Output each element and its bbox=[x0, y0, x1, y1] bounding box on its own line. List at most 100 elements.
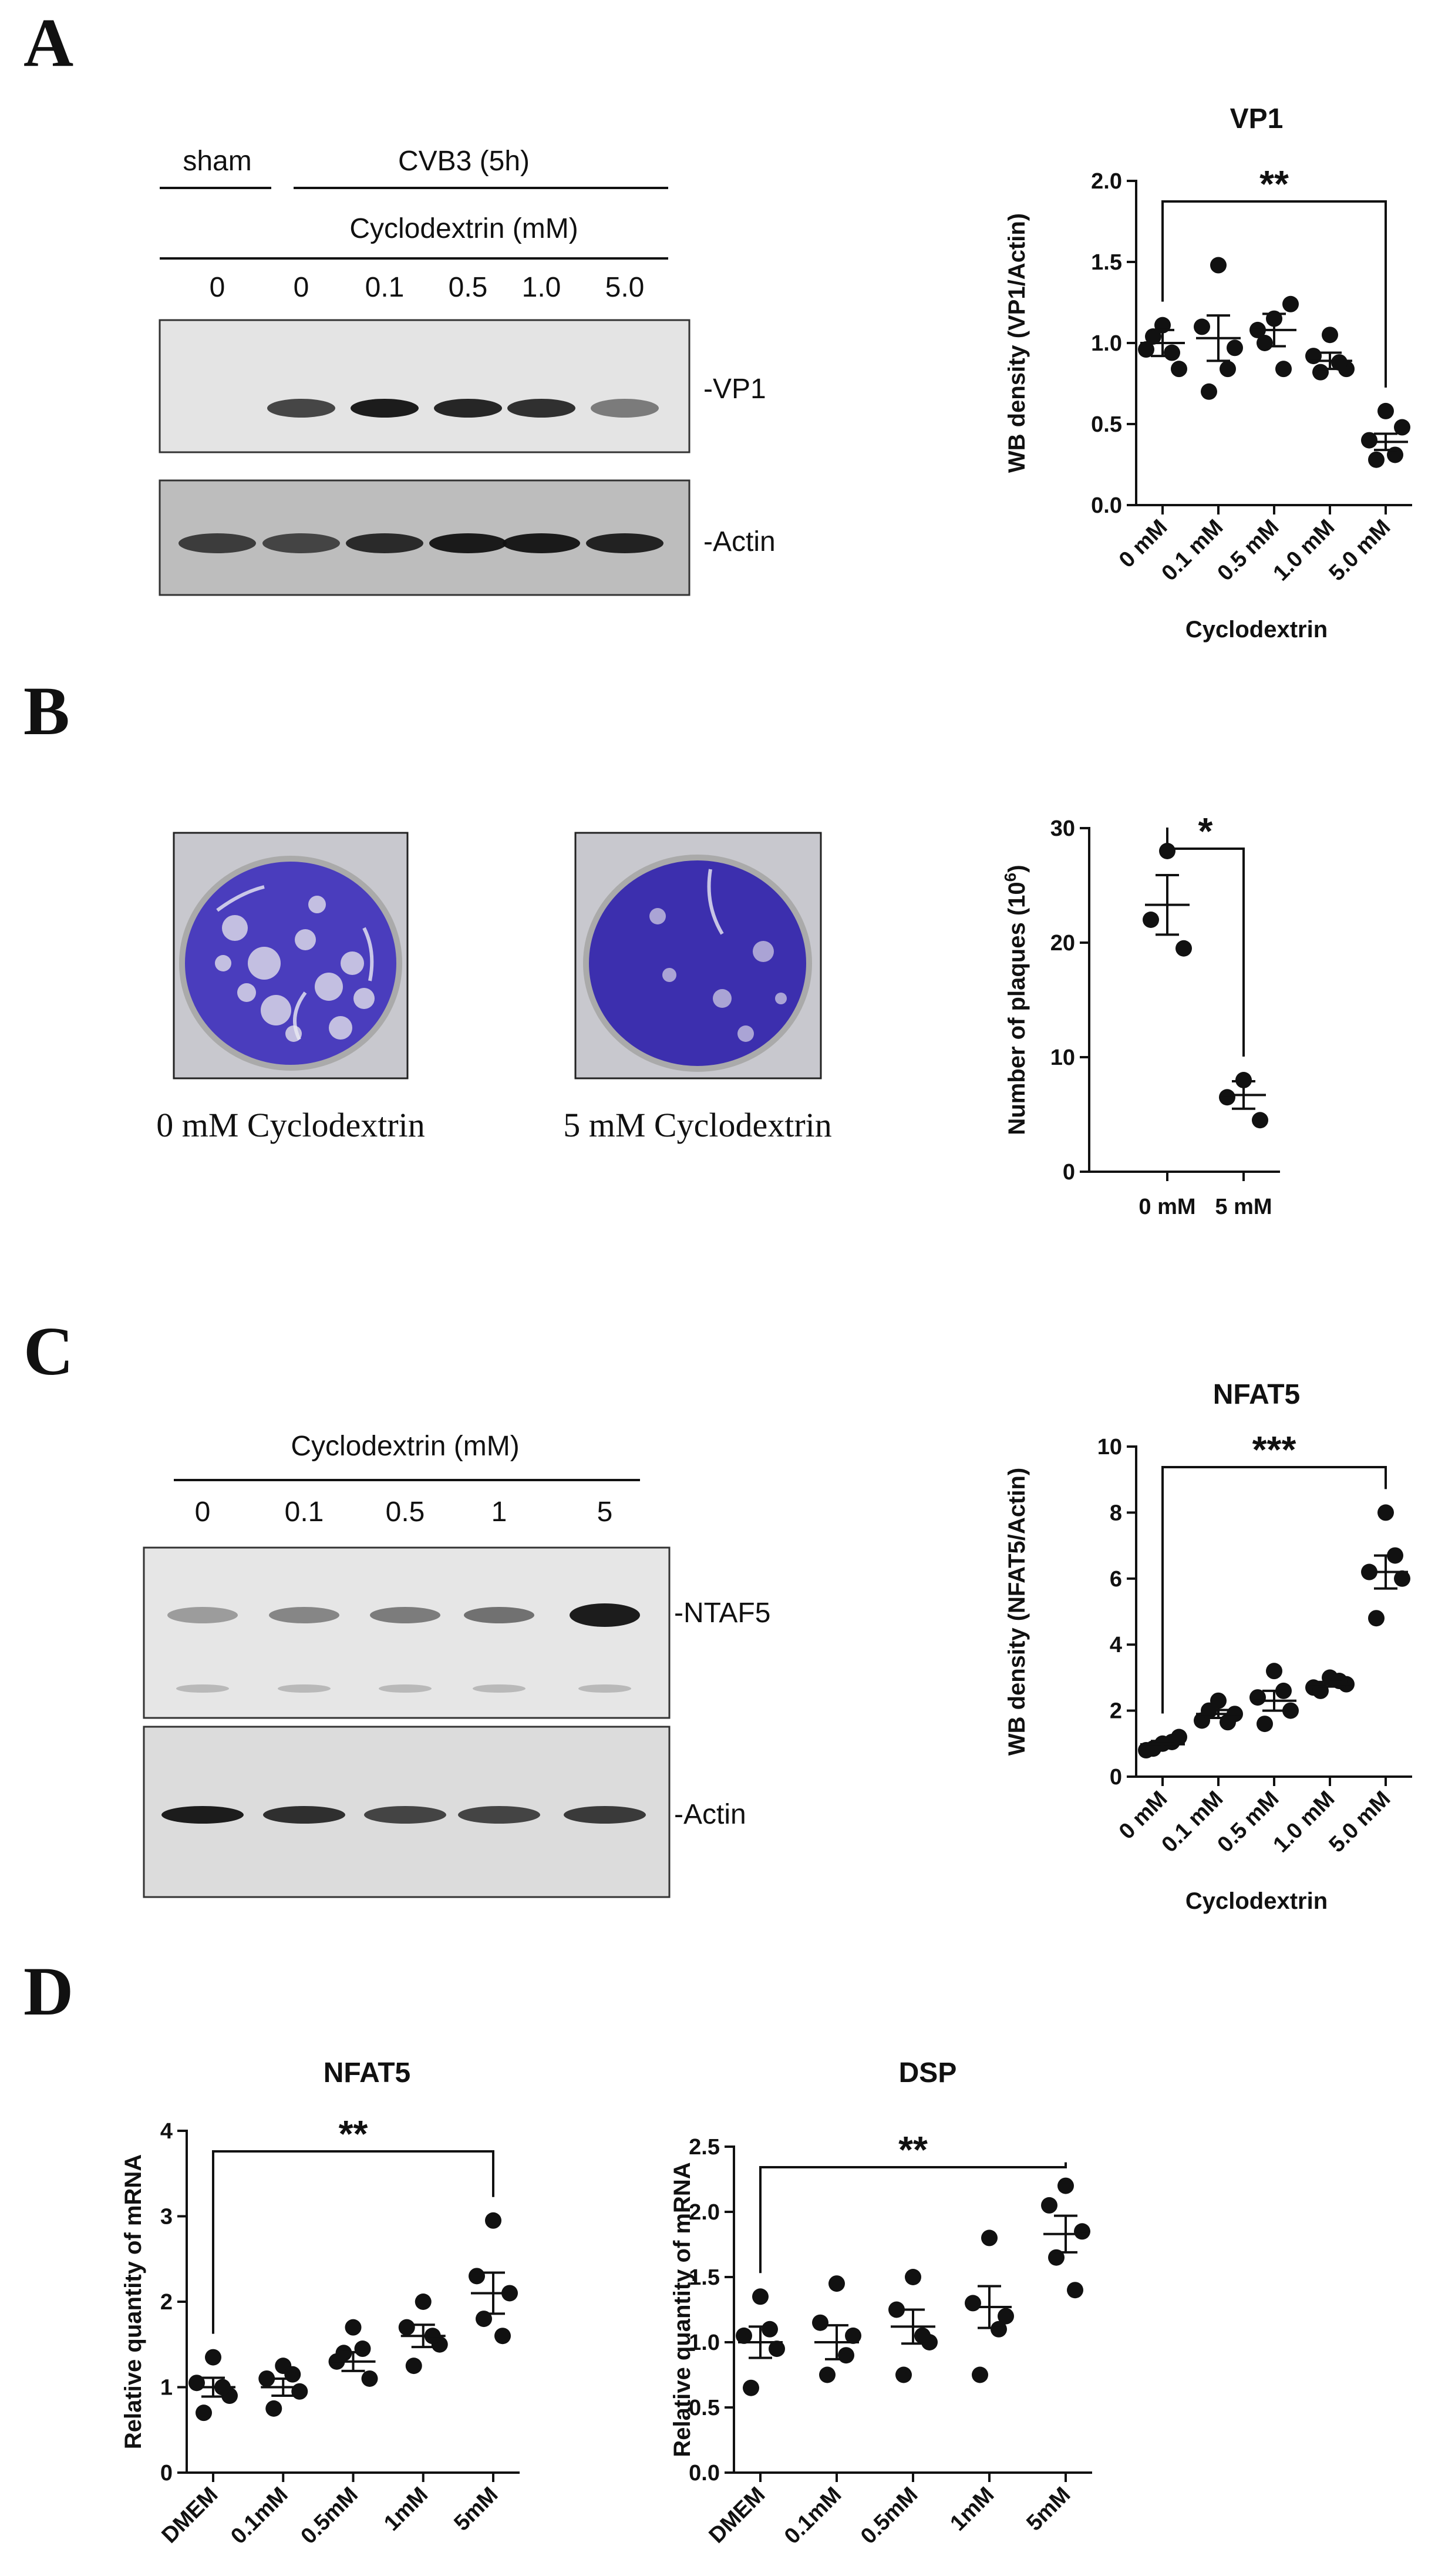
data-point bbox=[1361, 432, 1377, 449]
y-axis-label-superscript: 6 bbox=[1001, 873, 1019, 882]
plaque bbox=[775, 993, 787, 1004]
panel-letter-c: C bbox=[23, 1313, 73, 1390]
actin-band bbox=[263, 1806, 345, 1824]
data-point bbox=[828, 2275, 845, 2292]
data-point bbox=[1377, 1504, 1394, 1521]
x-axis-label: Cyclodextrin bbox=[1185, 1888, 1328, 1914]
significance-label: ** bbox=[898, 2128, 928, 2171]
x-tick-label: 1.0 mM bbox=[1269, 1787, 1340, 1858]
y-axis-label: WB density (VP1/Actin) bbox=[1004, 213, 1030, 473]
data-point bbox=[819, 2366, 836, 2383]
data-point bbox=[1266, 1663, 1282, 1680]
actin-band bbox=[564, 1806, 646, 1824]
plate-photo-5mm bbox=[574, 832, 822, 1080]
plaque bbox=[713, 989, 732, 1008]
x-tick-label: 0.1 mM bbox=[1157, 515, 1228, 586]
significance-bracket bbox=[759, 2162, 1067, 2274]
nonspecific-band bbox=[278, 1684, 331, 1693]
data-point bbox=[1057, 2177, 1074, 2194]
significance-bracket bbox=[212, 2150, 494, 2334]
data-point bbox=[1041, 2197, 1057, 2214]
data-point bbox=[415, 2293, 432, 2310]
actin-band bbox=[161, 1806, 244, 1824]
plaque bbox=[237, 983, 256, 1002]
data-point bbox=[998, 2308, 1014, 2325]
x-tick-label: 5.0 mM bbox=[1325, 515, 1396, 586]
x-tick-label: 1mM bbox=[379, 2483, 433, 2536]
data-point bbox=[1312, 364, 1329, 381]
plaque bbox=[737, 1025, 754, 1042]
y-tick-label: 2.5 bbox=[689, 2135, 720, 2160]
data-point bbox=[1368, 451, 1385, 468]
actin-band bbox=[178, 533, 256, 553]
data-point bbox=[1322, 327, 1338, 344]
y-tick-label: 2 bbox=[160, 2290, 173, 2315]
chart-title: VP1 bbox=[1230, 103, 1284, 134]
data-point bbox=[284, 2366, 301, 2383]
significance-label: ** bbox=[339, 2113, 368, 2155]
plaque bbox=[753, 941, 774, 962]
actin-band bbox=[429, 533, 507, 553]
vp1-band bbox=[267, 399, 335, 418]
actin-band-label-a: -Actin bbox=[703, 526, 776, 557]
plaque-count-chart: 0 10 20 30 0 mM 5 mM * Number of plaques (106) bbox=[1001, 810, 1280, 1219]
data-point bbox=[991, 2321, 1007, 2338]
x-tick-label: 1mM bbox=[945, 2483, 999, 2536]
x-tick-label: 5 mM bbox=[1215, 1195, 1272, 1219]
plate-photo-0mm bbox=[173, 832, 409, 1080]
data-point bbox=[1201, 383, 1217, 400]
lane-label: 0.1 bbox=[365, 272, 405, 303]
y-tick-label: 0 bbox=[160, 2461, 173, 2486]
data-point bbox=[914, 2327, 931, 2344]
significance-label: *** bbox=[1252, 1428, 1296, 1471]
y-tick-label: 2 bbox=[1110, 1699, 1122, 1724]
significance-label: ** bbox=[1259, 163, 1289, 205]
data-point bbox=[205, 2349, 221, 2366]
data-point bbox=[1394, 419, 1410, 436]
lane-label: 0.5 bbox=[386, 1496, 425, 1528]
data-point bbox=[1252, 1112, 1268, 1129]
data-point bbox=[354, 2340, 371, 2358]
data-point bbox=[965, 2295, 981, 2312]
x-tick-label: 0.5mM bbox=[297, 2483, 363, 2549]
data-point bbox=[1275, 361, 1292, 378]
plaque bbox=[308, 896, 326, 913]
y-tick-label: 2.0 bbox=[689, 2200, 720, 2225]
x-tick-label: 0.1mM bbox=[226, 2483, 292, 2549]
panel-letter-b: B bbox=[23, 672, 70, 749]
data-point bbox=[1164, 344, 1180, 361]
data-point bbox=[469, 2268, 485, 2285]
data-point bbox=[1282, 1702, 1299, 1719]
plaque bbox=[329, 1016, 352, 1040]
group-label-sham: sham bbox=[183, 146, 251, 177]
y-tick-label: 30 bbox=[1050, 816, 1075, 841]
vp1-blot-strip bbox=[159, 319, 690, 453]
lane-label: 0 bbox=[195, 1496, 211, 1528]
actin-band bbox=[364, 1806, 446, 1824]
plaque bbox=[248, 947, 281, 980]
data-point bbox=[485, 2212, 501, 2229]
data-point bbox=[895, 2366, 912, 2383]
y-axis-label: Relative quantity of mRNA bbox=[120, 2154, 146, 2449]
x-tick-label: 5mM bbox=[1022, 2483, 1075, 2536]
ntaf5-band bbox=[370, 1607, 440, 1623]
actin-band-label-c: -Actin bbox=[674, 1799, 746, 1830]
data-point bbox=[1394, 1570, 1410, 1587]
data-point bbox=[981, 2229, 998, 2247]
western-blot-c: Cyclodextrin (mM) 0 0.1 0.5 1 5 -NTAF5 -Acti… bbox=[143, 1431, 770, 1898]
data-point bbox=[812, 2314, 828, 2331]
x-tick-label: DMEM bbox=[157, 2483, 223, 2548]
y-tick-label: 1.0 bbox=[1091, 331, 1122, 356]
ntaf5-band bbox=[464, 1607, 534, 1623]
plaque bbox=[261, 995, 291, 1025]
x-tick-label: 0.1mM bbox=[780, 2483, 846, 2549]
x-tick-label: 0.5 mM bbox=[1213, 515, 1284, 586]
y-tick-label: 4 bbox=[1110, 1633, 1122, 1657]
data-point bbox=[888, 2301, 905, 2318]
western-blot-a: sham CVB3 (5h) Cyclodextrin (mM) 0 0 0.1 0.… bbox=[159, 146, 776, 596]
y-axis-label-tail: ) bbox=[1004, 865, 1030, 872]
y-tick-label: 0.0 bbox=[1091, 493, 1122, 518]
data-point bbox=[345, 2319, 362, 2336]
data-point bbox=[752, 2288, 769, 2305]
